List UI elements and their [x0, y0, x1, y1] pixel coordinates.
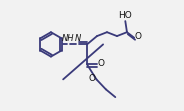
Text: O: O	[88, 74, 95, 83]
Text: HO: HO	[118, 11, 132, 20]
Text: O: O	[97, 59, 104, 68]
Text: NH: NH	[62, 34, 74, 43]
Text: O: O	[135, 32, 142, 41]
Text: N: N	[75, 34, 81, 43]
